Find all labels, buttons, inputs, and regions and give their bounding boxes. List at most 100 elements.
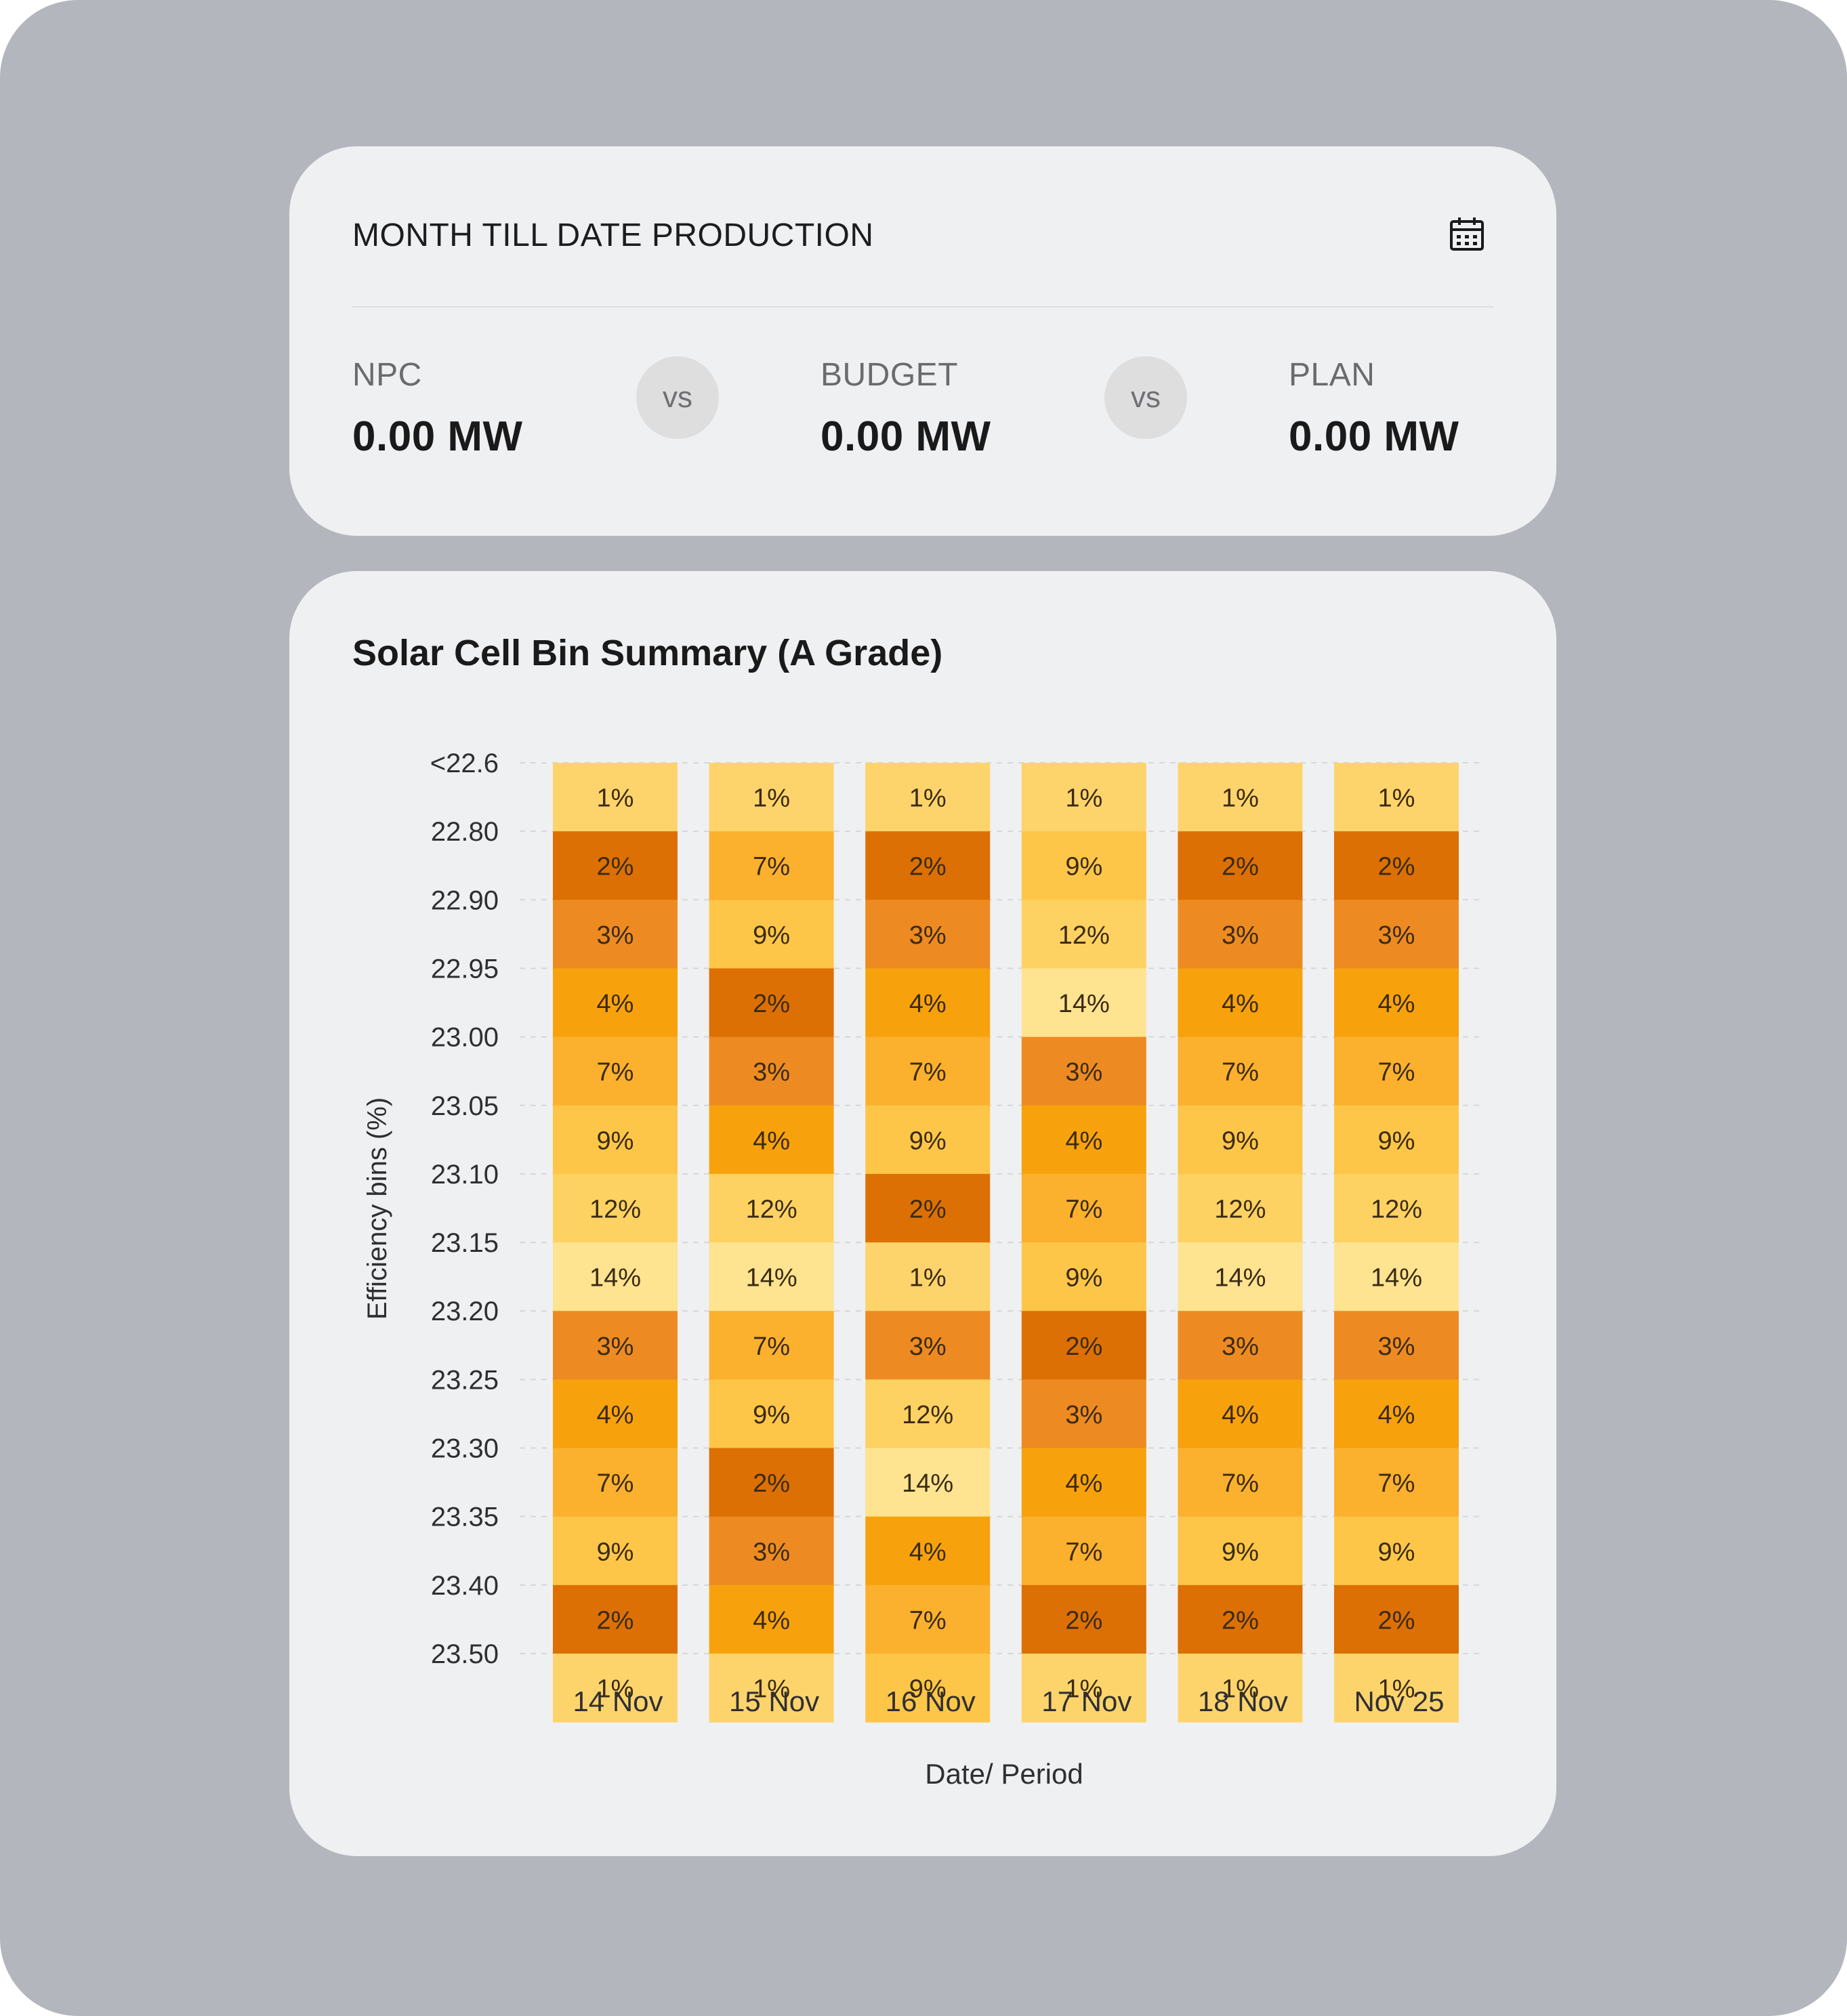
- cell-value-label: 4%: [597, 1401, 634, 1429]
- heatmap-cell: [865, 831, 991, 900]
- heatmap-cell: [865, 1448, 991, 1517]
- heatmap-cell: [1334, 1448, 1459, 1517]
- vs-badge: vs: [1104, 356, 1187, 439]
- heatmap-cell: [553, 1242, 678, 1311]
- bin-heatmap-chart: <22.6 22.80 22.90 22.95 23.00 23.05 23.10 23.15…: [362, 749, 1482, 1790]
- cell-value-label: 1%: [1065, 784, 1102, 813]
- heatmap-cell: [709, 1311, 834, 1380]
- metric-value: 0.00 MW: [352, 413, 523, 460]
- heatmap-cell: [1021, 1448, 1146, 1517]
- heatmap-cell: [865, 968, 991, 1038]
- metric-budget: BUDGET 0.00 MW: [821, 356, 991, 461]
- divider: [352, 306, 1494, 308]
- cell-value-label: 3%: [1378, 921, 1415, 950]
- y-tick-label: 23.50: [431, 1639, 499, 1669]
- cell-value-label: 1%: [1378, 1675, 1415, 1704]
- y-tick-label: 23.40: [431, 1571, 499, 1601]
- cell-value-label: 3%: [1065, 1401, 1102, 1429]
- metric-plan: PLAN 0.00 MW: [1289, 356, 1459, 461]
- cell-value-label: 9%: [1378, 1127, 1415, 1155]
- heatmap-cell: [1178, 1379, 1303, 1449]
- cell-value-label: 1%: [1222, 784, 1259, 813]
- cell-value-label: 12%: [902, 1401, 953, 1429]
- cell-value-label: 14%: [1371, 1264, 1422, 1293]
- heatmap-cell: [1334, 1242, 1459, 1311]
- heatmap-cell: [1178, 1448, 1303, 1517]
- heatmap-cell: [553, 1516, 678, 1586]
- y-tick-label: 22.90: [431, 885, 499, 915]
- y-tick-label: 22.95: [431, 954, 499, 984]
- cell-value-label: 7%: [1222, 1469, 1259, 1498]
- heatmap-cell: [1021, 763, 1146, 832]
- heatmap-cell: [553, 1311, 678, 1380]
- cell-value-label: 7%: [597, 1469, 634, 1498]
- heatmap-cell: [1178, 968, 1303, 1038]
- cell-value-label: 4%: [1222, 990, 1259, 1018]
- heatmap-cell: [709, 831, 834, 900]
- metric-value: 0.00 MW: [821, 413, 991, 460]
- heatmap-cell: [865, 1242, 991, 1311]
- cell-value-label: 2%: [753, 990, 790, 1018]
- cell-value-label: 7%: [1378, 1058, 1415, 1087]
- heatmap-cell: [553, 1036, 678, 1106]
- x-tick-label: 18 Nov: [1198, 1685, 1288, 1717]
- cell-value-label: 1%: [909, 784, 947, 813]
- cell-value-label: 12%: [746, 1196, 797, 1224]
- heatmap-cell: [1021, 900, 1146, 969]
- cell-value-label: 14%: [1214, 1264, 1266, 1293]
- y-tick-label: 23.20: [431, 1297, 499, 1326]
- heatmap-cell: [1178, 1242, 1303, 1311]
- cell-value-label: 9%: [753, 1401, 790, 1429]
- heatmap-cell: [865, 1584, 991, 1654]
- cell-value-label: 9%: [1378, 1538, 1415, 1566]
- y-tick-label: 23.25: [431, 1365, 499, 1395]
- cell-value-label: 2%: [1065, 1606, 1102, 1635]
- heatmap-cell: [865, 1311, 991, 1380]
- cell-value-label: 12%: [1058, 921, 1110, 950]
- heatmap-cell: [1021, 1654, 1146, 1723]
- cell-value-label: 7%: [753, 853, 790, 881]
- heatmap-cell: [1334, 1036, 1459, 1106]
- heatmap-cell: [865, 1516, 991, 1586]
- heatmap-cell: [709, 1516, 834, 1586]
- cell-value-label: 4%: [909, 990, 947, 1018]
- cell-value-label: 1%: [753, 784, 790, 813]
- cell-value-label: 3%: [909, 1332, 947, 1361]
- y-tick-label: 23.15: [431, 1228, 499, 1258]
- cell-value-label: 3%: [1378, 1332, 1415, 1361]
- cell-value-label: 2%: [1065, 1332, 1102, 1361]
- cell-value-label: 4%: [753, 1127, 790, 1155]
- cell-value-label: 1%: [909, 1264, 947, 1293]
- cell-value-label: 3%: [753, 1538, 790, 1566]
- heatmap-cell: [553, 1379, 678, 1449]
- calendar-icon[interactable]: [1448, 215, 1486, 253]
- metric-label: NPC: [352, 357, 422, 393]
- cell-value-label: 12%: [1214, 1196, 1266, 1224]
- cell-value-label: 9%: [1222, 1538, 1259, 1566]
- x-tick-label: 17 Nov: [1041, 1685, 1132, 1717]
- cell-value-label: 4%: [753, 1606, 790, 1635]
- cell-value-label: 3%: [597, 921, 634, 950]
- cell-value-label: 14%: [746, 1264, 797, 1293]
- heatmap-cell: [865, 1105, 991, 1175]
- heatmap-cell: [1334, 763, 1459, 832]
- cell-value-label: 1%: [753, 1675, 790, 1704]
- heatmap-cell: [553, 1448, 678, 1517]
- heatmap-cell: [709, 1036, 834, 1106]
- cell-value-label: 3%: [753, 1058, 790, 1087]
- heatmap-cell: [1178, 1584, 1303, 1654]
- cell-value-label: 9%: [597, 1127, 634, 1155]
- heatmap-cell: [1334, 1584, 1459, 1654]
- heatmap-cell: [1334, 1105, 1459, 1175]
- heatmap-cell: [1021, 831, 1146, 900]
- production-title: MONTH TILL DATE PRODUCTION: [352, 217, 874, 253]
- cell-value-label: 3%: [1222, 1332, 1259, 1361]
- cell-value-label: 7%: [753, 1332, 790, 1361]
- y-tick-label: 23.35: [431, 1503, 499, 1532]
- cell-value-label: 14%: [902, 1469, 953, 1498]
- cell-value-label: 2%: [909, 1196, 947, 1224]
- chart-title: Solar Cell Bin Summary (A Grade): [352, 633, 943, 673]
- heatmap-cell: [1178, 900, 1303, 969]
- cell-value-label: 7%: [909, 1606, 947, 1635]
- heatmap-cell: [553, 831, 678, 900]
